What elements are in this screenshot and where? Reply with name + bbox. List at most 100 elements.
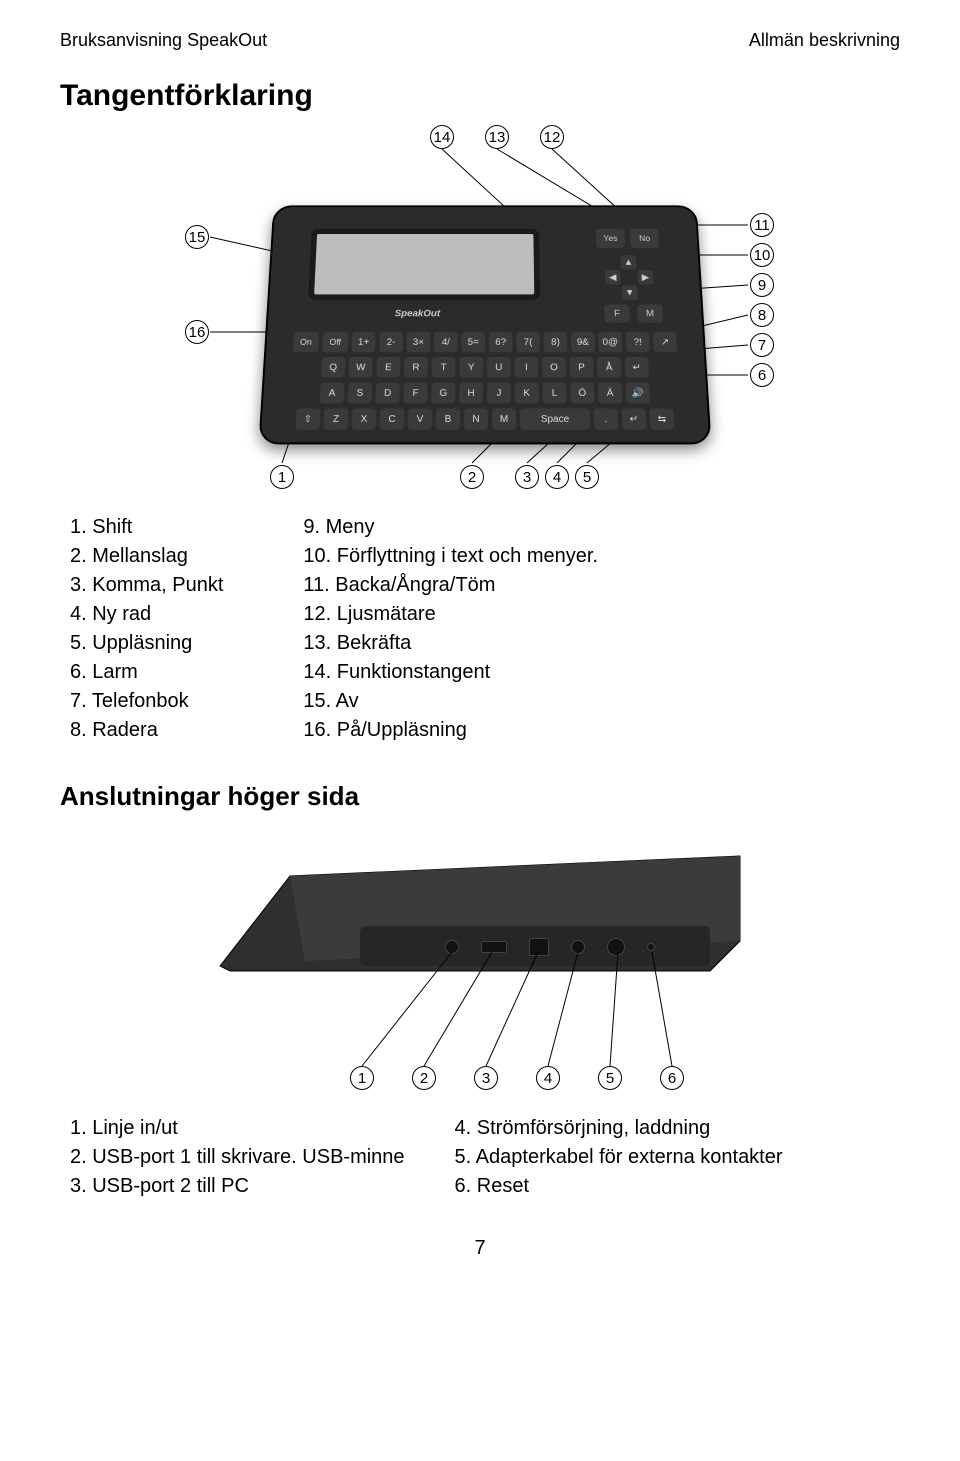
key: ↵: [622, 408, 647, 429]
key: 4/: [434, 332, 458, 352]
legend-item: 9. Meny: [303, 513, 598, 542]
legend-item: 14. Funktionstangent: [303, 658, 598, 687]
key: H: [459, 383, 483, 404]
key: Q: [321, 357, 346, 378]
key: 6?: [489, 332, 513, 352]
callout2-3: 3: [474, 1066, 498, 1090]
legend-item: 2. USB-port 1 till skrivare. USB-minne: [70, 1143, 405, 1172]
figure-device-top: 14 13 12 15 16 11 10 9 8 7 6 1 2 3 4 5: [130, 125, 830, 495]
keyboard: On Off 1+ 2- 3× 4/ 5= 6? 7( 8) 9& 0@ ?! …: [289, 332, 680, 430]
header-left: Bruksanvisning SpeakOut: [60, 30, 267, 51]
legend-item: 1. Linje in/ut: [70, 1114, 405, 1143]
legend-item: 7. Telefonbok: [70, 687, 223, 716]
arrow-left-icon: ◀: [605, 270, 621, 284]
key: L: [542, 383, 566, 404]
key: I: [514, 357, 538, 378]
callout-1: 1: [270, 465, 294, 489]
callout-13: 13: [485, 125, 509, 149]
key-legend-right: 9. Meny 10. Förflyttning i text och meny…: [303, 513, 598, 745]
key-row-2: Q W E R T Y U I O P Å ↵: [292, 357, 678, 378]
key: U: [487, 357, 511, 378]
side-shape: [210, 846, 750, 986]
port-din-icon: [607, 938, 625, 956]
key-legend: 1. Shift 2. Mellanslag 3. Komma, Punkt 4…: [70, 513, 900, 745]
yes-button: Yes: [596, 229, 625, 248]
page-number: 7: [60, 1237, 900, 1260]
key: 3×: [406, 332, 430, 352]
port-usb-a-icon: [481, 941, 507, 953]
device-body: SpeakOut Yes No ▲ ▼ ◀ ▶ F M On Off 1+ 2-…: [258, 205, 711, 444]
callout2-1: 1: [350, 1066, 374, 1090]
device-screen: [308, 229, 540, 300]
callout-3: 3: [515, 465, 539, 489]
arrow-up-icon: ▲: [621, 255, 637, 269]
page-header: Bruksanvisning SpeakOut Allmän beskrivni…: [60, 30, 900, 51]
key: N: [464, 408, 488, 429]
key: Z: [324, 408, 349, 429]
section-title-keys: Tangentförklaring: [60, 79, 900, 113]
legend-item: 1. Shift: [70, 513, 223, 542]
legend-item: 5. Adapterkabel för externa kontakter: [455, 1143, 783, 1172]
key: 2-: [379, 332, 403, 352]
key-row-3: A S D F G H J K L Ö Ä 🔊: [291, 383, 679, 404]
key: 7(: [516, 332, 540, 352]
legend-item: 4. Strömförsörjning, laddning: [455, 1114, 783, 1143]
callout-9: 9: [750, 273, 774, 297]
callout-14: 14: [430, 125, 454, 149]
key: J: [487, 383, 511, 404]
key: M: [492, 408, 516, 429]
port-reset-icon: [647, 943, 655, 951]
key: ↵: [625, 357, 650, 378]
port-power-icon: [571, 940, 585, 954]
callout-12: 12: [540, 125, 564, 149]
key: R: [404, 357, 428, 378]
callout2-4: 4: [536, 1066, 560, 1090]
legend-item: 5. Uppläsning: [70, 629, 223, 658]
callout-10: 10: [750, 243, 774, 267]
key: Y: [459, 357, 483, 378]
key: 🔊: [626, 383, 651, 404]
key: V: [408, 408, 432, 429]
callout2-6: 6: [660, 1066, 684, 1090]
callout-16: 16: [185, 320, 209, 344]
legend-item: 15. Av: [303, 687, 598, 716]
key: Å: [597, 357, 621, 378]
key-row-1: On Off 1+ 2- 3× 4/ 5= 6? 7( 8) 9& 0@ ?! …: [294, 332, 677, 352]
key-off: Off: [322, 332, 348, 352]
legend-item: 12. Ljusmätare: [303, 600, 598, 629]
legend-item: 13. Bekräfta: [303, 629, 598, 658]
key: ?!: [626, 332, 650, 352]
key: X: [352, 408, 377, 429]
key: Ä: [598, 383, 623, 404]
key-space: Space: [520, 408, 590, 429]
key: A: [320, 383, 345, 404]
key: W: [349, 357, 373, 378]
callout-2: 2: [460, 465, 484, 489]
key: P: [570, 357, 594, 378]
key: F: [403, 383, 427, 404]
brand-label: SpeakOut: [395, 309, 441, 319]
callout-4: 4: [545, 465, 569, 489]
key-row-4: ⇧ Z X C V B N M Space . ↵ ⇆: [289, 408, 680, 429]
yes-no-buttons: Yes No: [596, 229, 659, 248]
header-right: Allmän beskrivning: [749, 30, 900, 51]
fm-buttons: F M: [604, 304, 663, 322]
legend-item: 11. Backa/Ångra/Töm: [303, 571, 598, 600]
key: 0@: [598, 332, 622, 352]
ports: [445, 938, 655, 956]
key-on: On: [293, 332, 319, 352]
key: S: [348, 383, 373, 404]
key: G: [431, 383, 455, 404]
callout-15: 15: [185, 225, 209, 249]
callout2-2: 2: [412, 1066, 436, 1090]
callout-6: 6: [750, 363, 774, 387]
connection-legend: 1. Linje in/ut 2. USB-port 1 till skriva…: [70, 1114, 900, 1201]
callout2-5: 5: [598, 1066, 622, 1090]
callout-11: 11: [750, 213, 774, 237]
key: ⇆: [650, 408, 675, 429]
key-legend-left: 1. Shift 2. Mellanslag 3. Komma, Punkt 4…: [70, 513, 223, 745]
legend-item: 6. Reset: [455, 1172, 783, 1201]
arrow-down-icon: ▼: [622, 285, 638, 299]
section-title-connections: Anslutningar höger sida: [60, 781, 900, 812]
connection-legend-right: 4. Strömförsörjning, laddning 5. Adapter…: [455, 1114, 783, 1201]
